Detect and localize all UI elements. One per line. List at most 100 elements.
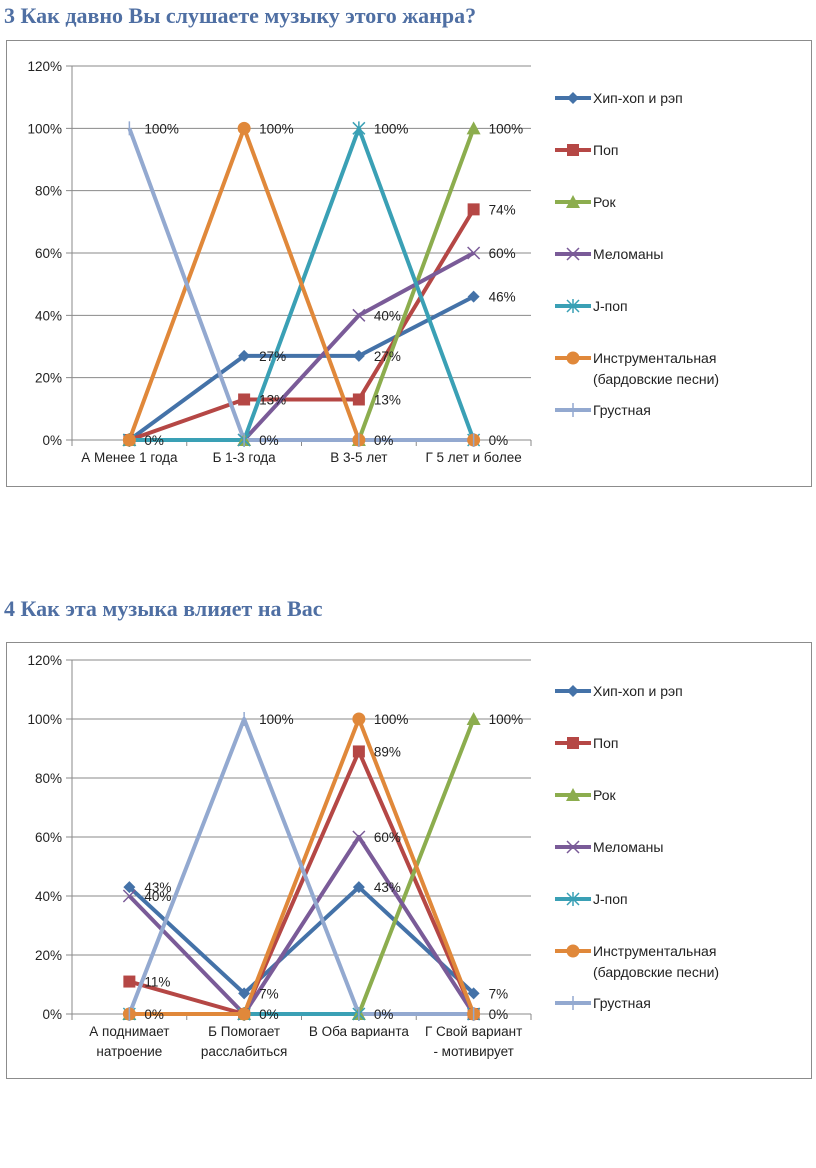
legend-marker xyxy=(566,299,580,313)
y-tick-label: 100% xyxy=(27,121,62,136)
data-point xyxy=(238,349,251,362)
legend: Хип-хоп и рэп Поп Рок Меломаны J-поп Инструме… xyxy=(555,90,719,418)
data-point xyxy=(237,121,251,135)
legend-marker xyxy=(567,685,579,697)
y-tick-label: 100% xyxy=(27,712,62,727)
y-tick-label: 40% xyxy=(35,308,62,323)
question-3-heading: 3 Как давно Вы слушаете музыку этого жан… xyxy=(4,3,477,28)
data-point xyxy=(238,987,251,1000)
data-label: 60% xyxy=(374,830,401,845)
question-4-heading: 4 Как эта музыка влияет на Вас xyxy=(4,596,323,621)
data-point xyxy=(122,889,136,903)
data-label: 40% xyxy=(144,889,171,904)
gridlines xyxy=(66,659,531,1015)
data-label: 43% xyxy=(144,880,171,895)
data-point xyxy=(352,308,366,322)
legend-marker xyxy=(567,737,579,749)
data-label: 27% xyxy=(259,349,286,364)
data-label: 100% xyxy=(374,712,409,727)
legend-label: J-поп xyxy=(593,298,628,314)
legend-label: Меломаны xyxy=(593,246,663,262)
x-tick-label: Г 5 лет и более xyxy=(425,450,521,465)
legend-label: Грустная xyxy=(593,402,651,418)
chart-question-4: 0% 20% 40% 60% 80% 100% 120% А поднимает натроен… xyxy=(6,642,812,1079)
data-label: 13% xyxy=(374,392,401,407)
data-point xyxy=(467,203,480,216)
data-label: 100% xyxy=(374,121,409,136)
x-tick-label: Г Свой вариант xyxy=(425,1024,522,1039)
data-label: 0% xyxy=(489,433,509,448)
legend-item: Хип-хоп и рэп xyxy=(555,683,683,699)
legend-label: Поп xyxy=(593,735,618,751)
series-markers xyxy=(122,121,481,447)
data-label: 0% xyxy=(144,433,164,448)
y-tick-label: 20% xyxy=(35,948,62,963)
data-point xyxy=(467,246,481,260)
series-line-0 xyxy=(128,885,475,996)
data-point xyxy=(352,393,365,406)
legend-label: Хип-хоп и рэп xyxy=(593,90,683,106)
legend-item: J-поп xyxy=(555,298,628,314)
data-point xyxy=(467,987,480,1000)
data-point xyxy=(352,830,366,844)
y-tick-label: 20% xyxy=(35,371,62,386)
y-tick-label: 0% xyxy=(42,433,62,448)
legend-item: Грустная xyxy=(555,402,651,418)
legend-item: Инструментальная (бардовские песни) xyxy=(555,350,719,387)
data-point xyxy=(123,881,136,894)
y-tick-label: 120% xyxy=(27,653,62,668)
data-label: 0% xyxy=(259,433,279,448)
x-tick-label: - мотивирует xyxy=(433,1044,513,1059)
legend-marker xyxy=(566,247,580,261)
legend-marker xyxy=(566,195,580,208)
legend-item: Меломаны xyxy=(555,839,663,855)
legend-label: Меломаны xyxy=(593,839,663,855)
legend-item: Грустная xyxy=(555,995,651,1011)
x-tick-label: А Менее 1 года xyxy=(81,450,178,465)
data-point xyxy=(123,975,136,988)
legend-label: Хип-хоп и рэп xyxy=(593,683,683,699)
data-point xyxy=(352,745,365,758)
y-tick-label: 0% xyxy=(42,1007,62,1022)
legend: Хип-хоп и рэп Поп Рок Меломаны J-поп Инструме… xyxy=(555,683,719,1011)
data-point xyxy=(466,121,481,135)
legend-label: J-поп xyxy=(593,891,628,907)
x-tick-label: В Оба варианта xyxy=(309,1024,410,1039)
legend-marker xyxy=(566,788,580,801)
data-label: 7% xyxy=(489,986,509,1001)
series-line-6 xyxy=(127,127,474,442)
legend-label: (бардовские песни) xyxy=(593,964,719,980)
data-label: 74% xyxy=(489,202,516,217)
data-point xyxy=(466,712,481,725)
y-tick-label: 80% xyxy=(35,184,62,199)
data-point xyxy=(467,290,480,303)
legend-label: Инструментальная xyxy=(593,943,716,959)
data-point xyxy=(237,1007,251,1021)
legend-marker xyxy=(567,92,579,104)
x-tick-label: расслабиться xyxy=(201,1044,287,1059)
data-label: 0% xyxy=(489,1007,509,1022)
legend-item: Рок xyxy=(555,194,617,210)
y-tick-label: 60% xyxy=(35,830,62,845)
data-labels: 27% 27% 46% 13% 13% 74% 100% 40% 60% 100% 0% 100% 0%… xyxy=(144,121,523,448)
series-markers xyxy=(122,712,481,1021)
legend-marker xyxy=(566,840,580,854)
data-label: 7% xyxy=(259,986,279,1001)
legend-item: Рок xyxy=(555,787,617,803)
legend-item: Хип-хоп и рэп xyxy=(555,90,683,106)
y-tick-label: 60% xyxy=(35,246,62,261)
x-tick-label: В 3-5 лет xyxy=(330,450,387,465)
series-line-3 xyxy=(127,835,476,1016)
data-label: 11% xyxy=(144,975,170,990)
data-label: 100% xyxy=(489,712,524,727)
legend-marker xyxy=(566,351,580,365)
legend-label: Поп xyxy=(593,142,618,158)
x-tick-label: А поднимает xyxy=(89,1024,169,1039)
data-label: 100% xyxy=(259,121,294,136)
data-label: 100% xyxy=(144,121,179,136)
legend-item: Меломаны xyxy=(555,246,663,262)
x-tick-label: Б 1-3 года xyxy=(213,450,277,465)
series-line-1 xyxy=(128,749,476,1016)
gridlines xyxy=(66,65,531,441)
series-line-0 xyxy=(128,294,475,442)
